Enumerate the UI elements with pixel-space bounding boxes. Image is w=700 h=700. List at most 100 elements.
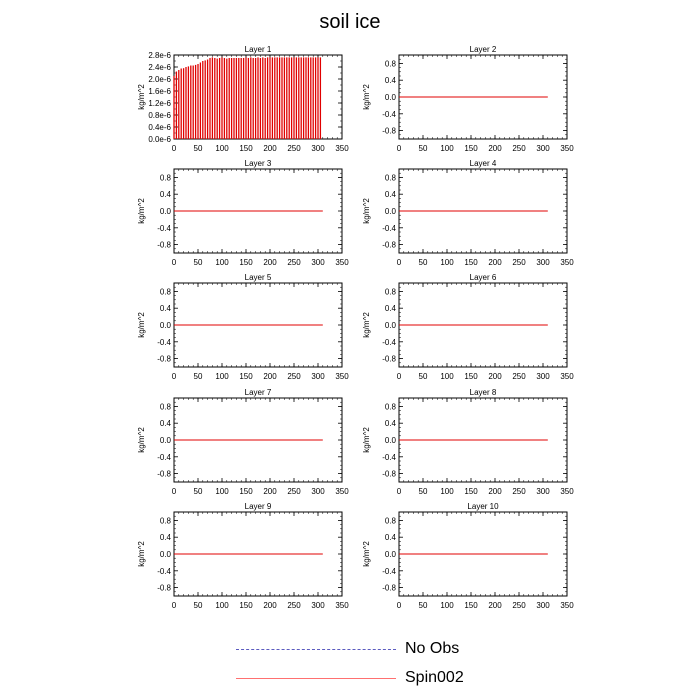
- panel-title: Layer 9: [245, 502, 272, 511]
- y-tick-label: 0.4e-6: [148, 123, 171, 132]
- x-tick-label: 200: [488, 144, 502, 153]
- x-tick-label: 350: [560, 601, 574, 610]
- x-tick-label: 350: [560, 144, 574, 153]
- x-tick-label: 250: [512, 487, 526, 496]
- x-tick-label: 350: [560, 372, 574, 381]
- y-tick-label: 0.0e-6: [148, 135, 171, 144]
- y-tick-label: -0.8: [382, 584, 396, 593]
- x-tick-label: 150: [239, 258, 253, 267]
- y-tick-label: 0.4: [160, 419, 172, 428]
- y-tick-label: 0.0: [160, 550, 172, 559]
- x-tick-label: 250: [287, 487, 301, 496]
- y-tick-label: -0.4: [157, 453, 171, 462]
- y-tick-label: -0.8: [382, 470, 396, 479]
- y-tick-label: 2.8e-6: [148, 51, 171, 60]
- x-tick-label: 50: [419, 144, 428, 153]
- legend-swatch-no-obs: [236, 649, 396, 650]
- x-tick-label: 0: [397, 601, 402, 610]
- y-tick-label: 0.0: [160, 436, 172, 445]
- x-tick-label: 0: [397, 144, 402, 153]
- y-axis-label: kg/m^2: [362, 427, 371, 453]
- x-tick-label: 300: [311, 601, 325, 610]
- x-tick-label: 100: [215, 487, 229, 496]
- y-tick-label: 1.6e-6: [148, 87, 171, 96]
- y-tick-label: 0.8: [160, 402, 172, 411]
- x-tick-label: 150: [239, 487, 253, 496]
- panel-title: Layer 4: [470, 159, 497, 168]
- panel-title: Layer 2: [470, 45, 497, 54]
- y-axis-label: kg/m^2: [362, 198, 371, 224]
- x-tick-label: 350: [335, 144, 349, 153]
- y-axis-label: kg/m^2: [137, 198, 146, 224]
- y-tick-label: 0.8: [385, 516, 397, 525]
- x-tick-label: 50: [419, 258, 428, 267]
- y-tick-label: -0.8: [382, 127, 396, 136]
- x-tick-label: 300: [536, 487, 550, 496]
- chart-panel-layer-5: Layer 5 kg/m^2 0 50 100 150 200 250 300 350 -0.8 -0…: [137, 273, 349, 381]
- x-tick-label: 300: [311, 372, 325, 381]
- y-tick-label: 0.4: [385, 190, 397, 199]
- panel-title: Layer 5: [245, 273, 272, 282]
- panel-title: Layer 6: [470, 273, 497, 282]
- y-tick-label: 0.4: [160, 190, 172, 199]
- x-tick-label: 300: [536, 372, 550, 381]
- y-tick-label: -0.4: [157, 224, 171, 233]
- x-tick-label: 0: [172, 487, 177, 496]
- chart-panel-layer-8: Layer 8 kg/m^2 0 50 100 150 200 250 300 350 -0.8 -0…: [362, 388, 574, 496]
- x-tick-label: 100: [215, 258, 229, 267]
- x-tick-label: 150: [239, 372, 253, 381]
- y-tick-label: -0.8: [157, 355, 171, 364]
- y-tick-label: -0.4: [382, 453, 396, 462]
- x-tick-label: 200: [263, 258, 277, 267]
- panel-title: Layer 7: [245, 388, 272, 397]
- x-tick-label: 50: [194, 487, 203, 496]
- y-tick-label: -0.4: [382, 224, 396, 233]
- y-tick-label: 0.0: [385, 93, 397, 102]
- chart-panel-layer-10: Layer 10 kg/m^2 0 50 100 150 200 250 300 350 -0.8 -…: [362, 502, 574, 610]
- x-tick-label: 300: [536, 144, 550, 153]
- x-tick-label: 250: [512, 258, 526, 267]
- x-tick-label: 100: [440, 487, 454, 496]
- x-tick-label: 350: [335, 372, 349, 381]
- panel-title: Layer 1: [245, 45, 272, 54]
- chart-panel-layer-9: Layer 9 kg/m^2 0 50 100 150 200 250 300 350 -0.8 -0…: [137, 502, 349, 610]
- y-tick-label: 0.8: [385, 402, 397, 411]
- y-tick-label: 0.8e-6: [148, 111, 171, 120]
- x-tick-label: 0: [397, 258, 402, 267]
- y-tick-label: 2.0e-6: [148, 75, 171, 84]
- x-tick-label: 150: [239, 601, 253, 610]
- y-tick-label: 0.8: [385, 173, 397, 182]
- panel-title: Layer 10: [467, 502, 499, 511]
- y-tick-label: 0.8: [385, 287, 397, 296]
- y-tick-label: 0.8: [160, 287, 172, 296]
- y-tick-label: -0.8: [382, 241, 396, 250]
- y-axis-label: kg/m^2: [137, 84, 146, 110]
- y-tick-label: 0.0: [160, 207, 172, 216]
- x-tick-label: 200: [488, 487, 502, 496]
- y-axis-label: kg/m^2: [137, 427, 146, 453]
- x-tick-label: 0: [172, 601, 177, 610]
- chart-panel-layer-7: Layer 7 kg/m^2 0 50 100 150 200 250 300 350 -0.8 -0…: [137, 388, 349, 496]
- y-tick-label: 0.8: [385, 59, 397, 68]
- x-tick-label: 150: [239, 144, 253, 153]
- y-tick-label: 0.0: [385, 207, 397, 216]
- x-tick-label: 50: [419, 487, 428, 496]
- y-tick-label: 0.4: [385, 419, 397, 428]
- x-tick-label: 300: [536, 601, 550, 610]
- y-tick-label: 0.0: [385, 436, 397, 445]
- x-tick-label: 200: [488, 601, 502, 610]
- x-tick-label: 150: [464, 258, 478, 267]
- y-tick-label: 1.2e-6: [148, 99, 171, 108]
- chart-panel-layer-3: Layer 3 kg/m^2 0 50 100 150 200 250 300 350 -0.8 -0…: [137, 159, 349, 267]
- y-tick-label: 0.4: [385, 76, 397, 85]
- legend-label-spin002: Spin002: [405, 669, 464, 686]
- y-tick-label: 0.8: [160, 516, 172, 525]
- y-tick-label: -0.8: [157, 241, 171, 250]
- x-tick-label: 150: [464, 601, 478, 610]
- x-tick-label: 250: [287, 601, 301, 610]
- x-tick-label: 0: [397, 487, 402, 496]
- y-axis-label: kg/m^2: [362, 84, 371, 110]
- x-tick-label: 300: [311, 258, 325, 267]
- chart-panel-layer-4: Layer 4 kg/m^2 0 50 100 150 200 250 300 350 -0.8 -0…: [362, 159, 574, 267]
- x-tick-label: 50: [194, 258, 203, 267]
